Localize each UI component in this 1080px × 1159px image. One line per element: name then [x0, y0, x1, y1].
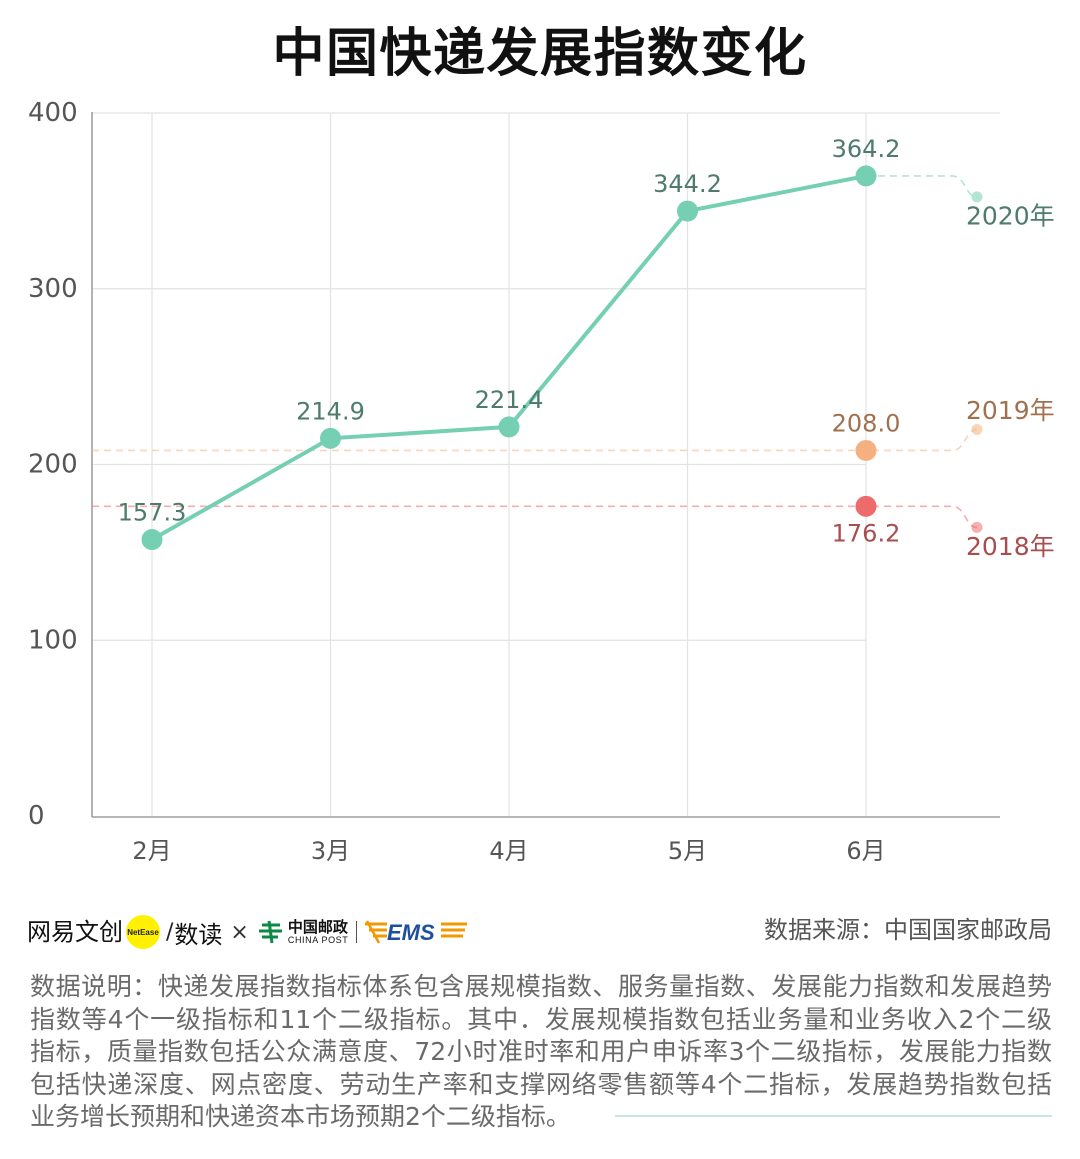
logo-divider: [356, 921, 358, 943]
series-end-dot: [971, 191, 983, 203]
data-point: [498, 416, 520, 438]
x-tick-label: 3月: [311, 837, 350, 865]
series-connectors: 2020年 2019年 2018年: [92, 175, 1055, 561]
china-post-emblem-icon: [258, 920, 282, 944]
chart-title: 中国快递发展指数变化: [272, 24, 808, 84]
y-tick-label: 100: [28, 625, 78, 655]
note-line: 指数等4个一级指标和11个二级指标。其中．发展规模指数包括业务量和业务收入2个二…: [30, 1004, 1052, 1034]
series-end-dot: [971, 521, 983, 533]
times-separator: ×: [230, 919, 249, 945]
data-point: [141, 529, 163, 551]
data-label: 221.4: [475, 386, 544, 414]
series-connector: [866, 175, 978, 198]
netease-wenchuang-logo: 网易文创: [27, 918, 123, 946]
slash-separator: /: [166, 919, 174, 945]
x-tick-label: 2月: [132, 837, 171, 865]
data-point: [677, 200, 698, 222]
data-point: [320, 427, 341, 449]
gridlines: [92, 112, 1000, 816]
ems-logo: EMS: [365, 920, 468, 945]
shudu-logo: 数读: [174, 920, 223, 949]
china-post-logo: 中国邮政 CHINA POST: [288, 919, 349, 946]
data-point: [855, 165, 877, 187]
data-note: 数据说明：快递发展指数指标体系包含展规模指数、服务量指数、发展能力指数和发展趋势…: [30, 971, 1052, 1134]
y-tick-label: 0: [28, 801, 45, 831]
x-tick-label: 5月: [668, 837, 707, 865]
data-label: 344.2: [653, 170, 722, 198]
y-tick-label: 300: [28, 274, 78, 304]
data-label: 157.3: [118, 499, 187, 527]
china-post-en: CHINA POST: [287, 934, 349, 945]
note-line: 数据说明：快递发展指数指标体系包含展规模指数、服务量指数、发展能力指数和发展趋势: [30, 972, 1052, 1001]
data-label: 208.0: [832, 409, 901, 437]
x-tick-label: 4月: [489, 837, 528, 865]
data-point: [855, 495, 877, 517]
x-tick-label: 6月: [846, 837, 885, 865]
series-name-label: 2020年: [966, 201, 1055, 230]
data-source: 数据来源：中国国家邮政局: [764, 916, 1052, 944]
data-label: 214.9: [296, 397, 365, 425]
footer-rule: [615, 1115, 1052, 1117]
series-0: 157.3 214.9 221.4 344.2 364.2: [118, 135, 901, 551]
note-line: 指标，质量指数包括公众满意度、72小时准时率和用户申诉率3个二级指标，发展能力指…: [30, 1037, 1052, 1066]
data-label: 364.2: [832, 135, 901, 163]
netease-badge: NetEase: [126, 915, 160, 949]
series-1: 208.0: [832, 409, 901, 461]
china-post-cn: 中国邮政: [287, 917, 348, 936]
series-2: 176.2: [832, 495, 901, 547]
note-line: 包括快递深度、网点密度、劳动生产率和支撑网络零售额等4个二指标，发展趋势指数包括: [30, 1069, 1052, 1099]
series-name-label: 2018年: [966, 532, 1055, 561]
data-point: [855, 439, 877, 461]
brand-logos: 网易文创 NetEase / 数读 × 中国邮政 CHINA POST EMS: [27, 912, 469, 952]
y-tick-label: 400: [28, 98, 78, 128]
series-name-label: 2019年: [966, 396, 1055, 425]
y-tick-label: 200: [28, 450, 78, 480]
data-label: 176.2: [832, 519, 901, 547]
series-end-dot: [971, 423, 983, 435]
ems-text: EMS: [387, 920, 435, 945]
note-line: 业务增长预期和快递资本市场预期2个二级指标。: [30, 1102, 571, 1131]
line-chart: 0 100 200 300 400 2月 3月 4月 5月 6月 2020年 2019年 2018年 15…: [28, 98, 1055, 865]
